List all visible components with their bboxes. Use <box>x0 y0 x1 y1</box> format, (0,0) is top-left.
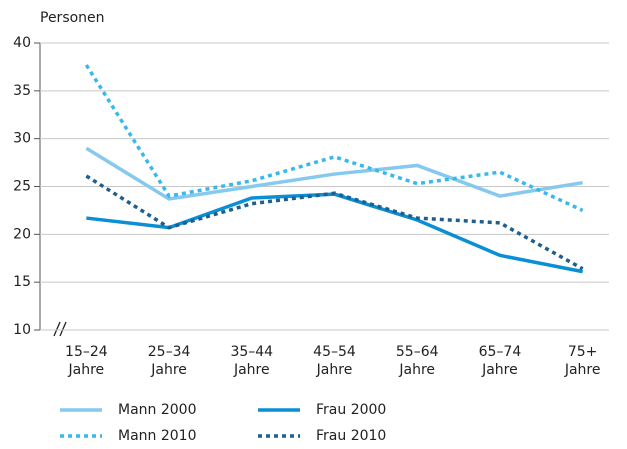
x-tick-label: 75+ Jahre <box>564 344 601 378</box>
legend-label: Mann 2000 <box>118 402 196 418</box>
series-line <box>85 174 584 271</box>
y-tick-label: 15 <box>13 274 31 290</box>
x-tick-label: 45–54 Jahre <box>313 344 356 378</box>
y-tick-label: 20 <box>13 226 31 242</box>
series-line <box>84 64 584 213</box>
legend-label: Frau 2010 <box>316 428 386 444</box>
x-tick-label: 35–44 Jahre <box>230 344 273 378</box>
y-tick-label: 40 <box>13 35 31 51</box>
series-line <box>85 146 583 201</box>
legend-item: Frau 2010 <box>258 428 386 444</box>
x-tick-label: 15–24 Jahre <box>65 344 108 378</box>
x-tick-label: 25–34 Jahre <box>148 344 191 378</box>
y-tick-label: 30 <box>13 131 31 147</box>
legend-item: Mann 2000 <box>60 402 196 418</box>
y-axis-label: Personen <box>40 10 105 26</box>
axis-break <box>53 321 67 337</box>
y-tick-label: 10 <box>13 322 31 338</box>
x-tick-label: 65–74 Jahre <box>479 344 522 378</box>
y-tick-label: 35 <box>13 83 31 99</box>
legend-label: Mann 2010 <box>118 428 196 444</box>
y-tick-label: 25 <box>13 179 31 195</box>
series-line <box>86 192 583 274</box>
legend-item: Mann 2010 <box>60 428 196 444</box>
x-tick-label: 55–64 Jahre <box>396 344 439 378</box>
legend-label: Frau 2000 <box>316 402 386 418</box>
legend-item: Frau 2000 <box>258 402 386 418</box>
